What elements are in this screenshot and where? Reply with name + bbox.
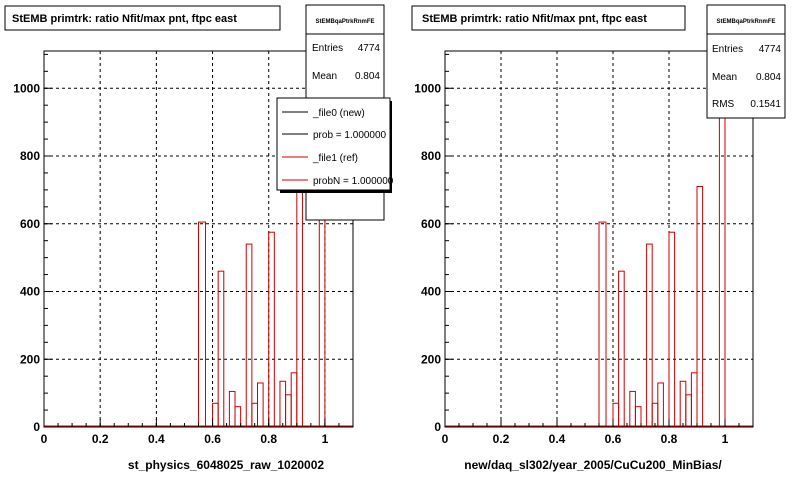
y-tick-label: 200 <box>421 352 441 366</box>
plot-title: StEMB primtrk: ratio Nfit/max pnt, ftpc … <box>12 13 237 25</box>
title-box: StEMB primtrk: ratio Nfit/max pnt, ftpc … <box>4 5 281 31</box>
histogram-bar <box>279 380 287 428</box>
histogram-bar <box>245 243 253 428</box>
title-box: StEMB primtrk: ratio Nfit/max pnt, ftpc … <box>411 5 686 31</box>
histogram-bar <box>618 270 625 428</box>
stats-value: 4774 <box>759 44 782 55</box>
x-tick-label: 0.8 <box>661 432 678 446</box>
histogram-bar <box>268 231 275 428</box>
histogram-bar <box>718 67 726 428</box>
histogram-bar <box>290 372 298 428</box>
x-tick-label: 1 <box>322 432 329 446</box>
y-tick-label: 800 <box>421 149 441 163</box>
x-tick-label: 0.4 <box>148 432 165 446</box>
stats-label: Entries <box>712 44 743 55</box>
stats-name: StEMBqaPtrkRnmFE <box>716 19 775 25</box>
legend-entry: _file0 (new) <box>312 108 365 119</box>
x-tick-label: 0 <box>41 432 48 446</box>
histogram-panel-right: 0 0.2 0.4 0.6 0.8 1 0 200 400 600 800 1000 StEMB p… <box>411 4 786 472</box>
histogram-bar <box>668 231 676 428</box>
x-tick-label: 0 <box>442 432 449 446</box>
histogram-bar <box>256 382 264 428</box>
stats-label: Mean <box>312 71 337 82</box>
histogram-bar <box>634 406 642 428</box>
x-tick-label: 0.8 <box>260 432 277 446</box>
histogram-bar <box>234 406 242 428</box>
x-tick-label: 0.6 <box>605 432 622 446</box>
histogram-bar <box>690 372 698 428</box>
x-tick-label: 0.4 <box>549 432 566 446</box>
x-axis-ticks: 0 0.2 0.4 0.6 0.8 1 <box>41 419 354 446</box>
stats-label: RMS <box>712 99 735 110</box>
x-tick-label: 1 <box>722 432 729 446</box>
y-tick-label: 200 <box>20 352 40 366</box>
x-tick-label: 0.2 <box>493 432 510 446</box>
x-axis-label: new/daq_sl302/year_2005/CuCu200_MinBias/ <box>464 458 722 472</box>
histogram-bar <box>285 394 292 428</box>
stats-value: 0.1541 <box>750 99 781 110</box>
histogram-bar <box>629 390 636 428</box>
stats-value: 4774 <box>358 43 381 54</box>
y-tick-label: 800 <box>20 149 40 163</box>
y-tick-label: 600 <box>20 217 40 231</box>
y-axis-ticks: 0 200 400 600 800 1000 <box>13 53 52 434</box>
y-tick-label: 600 <box>421 217 441 231</box>
stats-value: 0.804 <box>756 72 781 83</box>
histogram-bar <box>612 402 620 428</box>
histogram-bar <box>696 185 704 428</box>
histogram-bar <box>685 394 692 428</box>
stats-value: 0.804 <box>355 71 380 82</box>
x-axis-label: st_physics_6048025_raw_1020002 <box>128 458 324 472</box>
histogram-bar <box>228 390 236 428</box>
histogram-bar <box>217 270 225 428</box>
histogram-panel-left: 0 0.2 0.4 0.6 0.8 1 0 200 400 600 800 1000 StEMB p… <box>4 4 394 472</box>
y-tick-label: 0 <box>33 420 40 434</box>
histogram-bars <box>445 67 753 428</box>
stats-name: StEMBqaPtrkRnmFE <box>315 19 374 25</box>
histogram-bar <box>212 402 219 428</box>
histogram-bar <box>198 221 207 428</box>
y-tick-label: 400 <box>421 285 441 299</box>
stats-label: Entries <box>312 43 343 54</box>
x-tick-label: 0.2 <box>92 432 109 446</box>
y-tick-label: 400 <box>20 285 40 299</box>
histogram-bar <box>657 382 664 428</box>
y-tick-label: 0 <box>434 420 441 434</box>
legend-entry: _file1 (ref) <box>312 153 358 164</box>
x-tick-label: 0.6 <box>204 432 221 446</box>
plot-title: StEMB primtrk: ratio Nfit/max pnt, ftpc … <box>422 13 647 25</box>
y-axis-ticks: 0 200 400 600 800 1000 <box>414 53 453 434</box>
x-axis-ticks: 0 0.2 0.4 0.6 0.8 1 <box>442 419 754 446</box>
y-tick-label: 1000 <box>13 81 40 95</box>
histogram-bar <box>598 221 607 428</box>
legend-entry: prob = 1.000000 <box>313 130 387 141</box>
stats-label: Mean <box>712 72 737 83</box>
legend-entry: probN = 1.000000 <box>313 176 394 187</box>
histogram-bar <box>296 185 303 428</box>
histogram-bar <box>679 380 687 428</box>
histogram-bar <box>646 243 653 428</box>
stats-box: StEMBqaPtrkRnmFE Entries 4774 Mean 0.804… <box>706 4 786 119</box>
y-tick-label: 1000 <box>414 81 441 95</box>
legend-box: _file0 (new) prob = 1.000000 _file1 (ref… <box>276 97 394 193</box>
